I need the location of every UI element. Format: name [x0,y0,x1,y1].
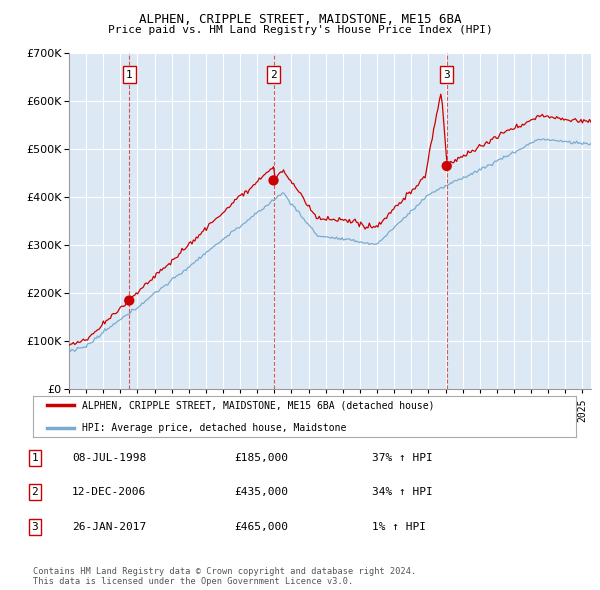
Text: 26-JAN-2017: 26-JAN-2017 [72,522,146,532]
Text: £465,000: £465,000 [234,522,288,532]
Point [442,161,452,171]
Point [124,296,134,305]
Text: Price paid vs. HM Land Registry's House Price Index (HPI): Price paid vs. HM Land Registry's House … [107,25,493,35]
Text: 08-JUL-1998: 08-JUL-1998 [72,453,146,463]
Text: 2: 2 [31,487,38,497]
Text: 34% ↑ HPI: 34% ↑ HPI [372,487,433,497]
Text: 2: 2 [270,70,277,80]
Text: £185,000: £185,000 [234,453,288,463]
Text: 3: 3 [443,70,450,80]
Text: 3: 3 [31,522,38,532]
Text: Contains HM Land Registry data © Crown copyright and database right 2024.
This d: Contains HM Land Registry data © Crown c… [33,567,416,586]
Text: 1: 1 [31,453,38,463]
Text: ALPHEN, CRIPPLE STREET, MAIDSTONE, ME15 6BA (detached house): ALPHEN, CRIPPLE STREET, MAIDSTONE, ME15 … [82,400,434,410]
Point [269,176,278,185]
Text: £435,000: £435,000 [234,487,288,497]
Text: 1: 1 [126,70,133,80]
Text: ALPHEN, CRIPPLE STREET, MAIDSTONE, ME15 6BA: ALPHEN, CRIPPLE STREET, MAIDSTONE, ME15 … [139,13,461,26]
Text: 37% ↑ HPI: 37% ↑ HPI [372,453,433,463]
Text: HPI: Average price, detached house, Maidstone: HPI: Average price, detached house, Maid… [82,423,346,433]
Text: 1% ↑ HPI: 1% ↑ HPI [372,522,426,532]
Text: 12-DEC-2006: 12-DEC-2006 [72,487,146,497]
